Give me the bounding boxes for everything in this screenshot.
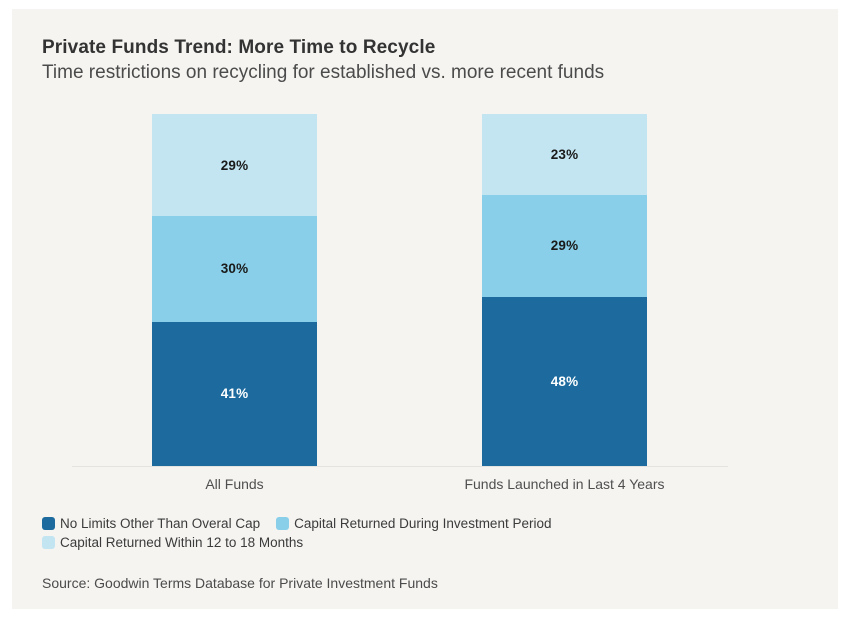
legend-item: No Limits Other Than Overal Cap bbox=[42, 515, 261, 531]
legend-label: Capital Returned During Investment Perio… bbox=[294, 515, 552, 531]
legend-label: No Limits Other Than Overal Cap bbox=[60, 515, 261, 531]
stacked-bar: 23% 29% 48% bbox=[482, 114, 647, 466]
x-axis-line bbox=[72, 466, 728, 467]
x-axis-category-label: All Funds bbox=[205, 476, 264, 492]
legend-swatch bbox=[276, 516, 290, 530]
legend-swatch bbox=[42, 535, 55, 549]
chart-card: Private Funds Trend: More Time to Recycl… bbox=[12, 9, 838, 609]
chart-subtitle: Time restrictions on recycling for estab… bbox=[42, 62, 605, 83]
legend-item: Capital Returned Within 12 to 18 Months bbox=[42, 534, 304, 550]
bar-segment: 29% bbox=[482, 194, 647, 298]
legend-item: Capital Returned During Investment Perio… bbox=[276, 515, 552, 531]
bar-segment: 30% bbox=[152, 216, 317, 322]
chart-title: Private Funds Trend: More Time to Recycl… bbox=[42, 37, 436, 58]
segment-value-label: 29% bbox=[220, 157, 249, 173]
source-note: Source: Goodwin Terms Database for Priva… bbox=[42, 575, 438, 591]
plot-area: 29% 30% 41% All Funds 23% 29% 48% Funds Launche… bbox=[12, 9, 838, 609]
segment-value-label: 29% bbox=[550, 238, 579, 254]
bar-segment: 29% bbox=[152, 114, 317, 217]
bar-segment: 23% bbox=[482, 114, 647, 195]
segment-value-label: 23% bbox=[550, 146, 579, 162]
segment-value-label: 41% bbox=[220, 386, 249, 402]
bar-segment: 48% bbox=[482, 297, 647, 466]
legend-swatch bbox=[42, 516, 55, 530]
legend: No Limits Other Than Overal Cap Capital R… bbox=[42, 515, 682, 550]
legend-label: Capital Returned Within 12 to 18 Months bbox=[60, 534, 304, 550]
segment-value-label: 30% bbox=[220, 261, 249, 277]
x-axis-category-label: Funds Launched in Last 4 Years bbox=[464, 476, 665, 492]
bar-segment: 41% bbox=[152, 321, 317, 466]
segment-value-label: 48% bbox=[550, 374, 579, 389]
stacked-bar: 29% 30% 41% bbox=[152, 114, 317, 466]
